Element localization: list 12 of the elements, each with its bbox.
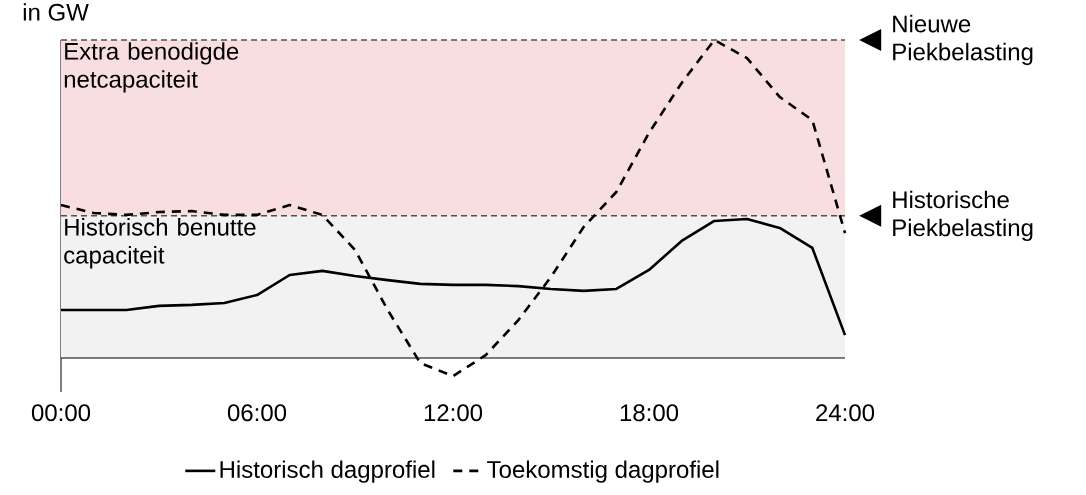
band-label: Historisch benutte capaciteit — [64, 218, 256, 269]
x-tick-label: 12:00 — [424, 404, 483, 422]
band-label: Extra benodigde netcapaciteit — [64, 42, 239, 93]
x-tick-label: 00:00 — [31, 404, 91, 422]
x-tick-label: 18:00 — [620, 404, 679, 422]
legend-label: Toekomstig dagprofiel — [487, 460, 719, 483]
ref-line-label: Nieuwe Piekbelasting — [893, 14, 1033, 66]
x-tick-label: 24:00 — [816, 404, 875, 422]
y-axis-title: in GW — [23, 3, 89, 21]
ref-line-label: Historische Piekbelasting — [893, 190, 1033, 242]
legend-label: Historisch dagprofiel — [220, 460, 435, 483]
x-tick-label: 06:00 — [227, 404, 287, 422]
